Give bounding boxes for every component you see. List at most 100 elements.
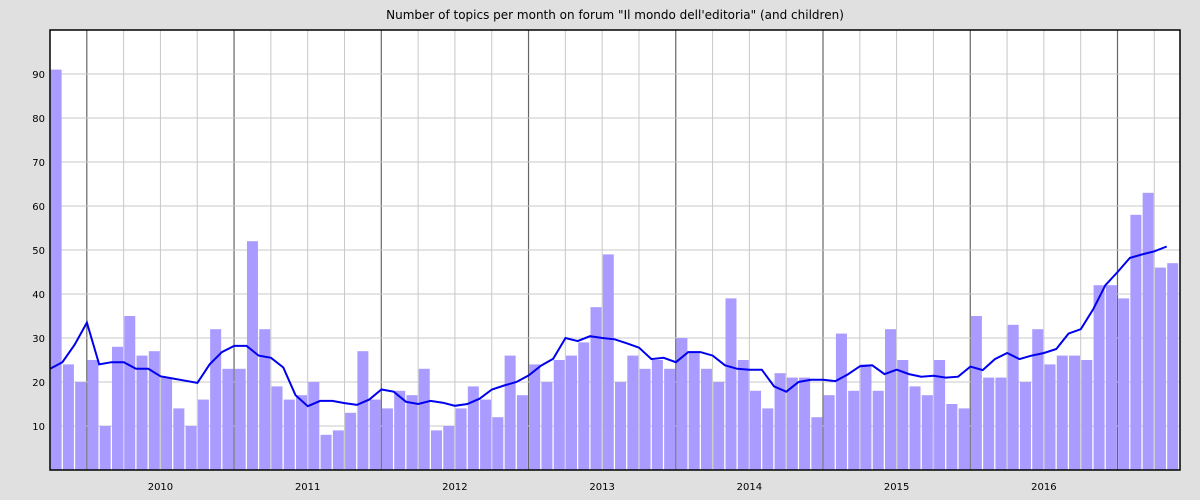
bar (995, 377, 1007, 470)
bar (173, 408, 185, 470)
plot-frame (49, 29, 1181, 471)
bar (602, 254, 614, 470)
bar (921, 395, 933, 470)
bar (455, 408, 467, 470)
bar (823, 395, 835, 470)
bar (161, 377, 173, 470)
bar (296, 395, 308, 470)
bar (737, 360, 749, 470)
bar (897, 360, 909, 470)
x-tick-label: 2010 (148, 482, 173, 493)
bar (222, 368, 234, 470)
bar (185, 426, 197, 470)
bar (234, 368, 246, 470)
y-tick-label: 70 (32, 158, 45, 169)
bar (148, 351, 160, 470)
grid (50, 30, 1180, 470)
bar (786, 377, 798, 470)
bar (467, 386, 479, 470)
bar (259, 329, 271, 470)
bar (590, 307, 602, 470)
y-tick-label: 50 (32, 246, 45, 257)
bar (651, 360, 663, 470)
x-tick-label: 2015 (884, 482, 909, 493)
y-axis: 10 20 30 40 50 60 70 80 90 (32, 70, 45, 433)
bar (1118, 298, 1130, 470)
bar (1154, 267, 1166, 470)
bar (1056, 355, 1068, 470)
bar (418, 368, 430, 470)
bar (713, 382, 725, 470)
y-tick-label: 60 (32, 202, 45, 213)
bar (627, 355, 639, 470)
bar (308, 382, 320, 470)
bar (615, 382, 627, 470)
x-tick-label: 2011 (295, 482, 320, 493)
bar (774, 373, 786, 470)
bar (1130, 214, 1142, 470)
bar (357, 351, 369, 470)
y-tick-label: 40 (32, 290, 45, 301)
bar (553, 360, 565, 470)
bar (504, 355, 516, 470)
bar (934, 360, 946, 470)
bar (369, 399, 381, 470)
x-tick-label: 2014 (737, 482, 762, 493)
bar (700, 368, 712, 470)
bar (99, 426, 111, 470)
bar (578, 342, 590, 470)
chart-title: Number of topics per month on forum "Il … (386, 8, 844, 22)
bar (381, 408, 393, 470)
bar (872, 390, 884, 470)
bar (811, 417, 823, 470)
bar (983, 377, 995, 470)
bar (50, 69, 62, 470)
bar (87, 360, 99, 470)
bar (946, 404, 958, 470)
bar (1019, 382, 1031, 470)
bar (541, 382, 553, 470)
bar (516, 395, 528, 470)
bar (406, 395, 418, 470)
y-tick-label: 90 (32, 70, 45, 81)
bar (394, 390, 406, 470)
y-tick-label: 10 (32, 422, 45, 433)
bar (1069, 355, 1081, 470)
bar (676, 338, 688, 470)
bar (75, 382, 87, 470)
bar (1167, 263, 1179, 470)
bar (1105, 285, 1117, 470)
bar (1044, 364, 1056, 470)
moving-average-line (49, 245, 1168, 408)
bar (443, 426, 455, 470)
bar (725, 298, 737, 470)
bar (197, 399, 209, 470)
bar (529, 364, 541, 470)
bar (639, 368, 651, 470)
bar (1007, 324, 1019, 470)
bar (345, 412, 357, 470)
bar (835, 333, 847, 470)
bar (664, 368, 676, 470)
bar (565, 355, 577, 470)
bar (271, 386, 283, 470)
y-tick-label: 20 (32, 378, 45, 389)
x-tick-label: 2012 (442, 482, 467, 493)
bar (958, 408, 970, 470)
bars (50, 69, 1179, 471)
bar (124, 316, 136, 470)
bar (970, 316, 982, 470)
bar (62, 364, 74, 470)
bar (111, 346, 123, 470)
bar (283, 399, 295, 470)
y-tick-label: 80 (32, 114, 45, 125)
bar (799, 377, 811, 470)
bar (762, 408, 774, 470)
bar (320, 434, 332, 470)
bar (1142, 192, 1154, 471)
bar (332, 430, 344, 470)
bar (860, 364, 872, 470)
bar (848, 390, 860, 470)
bar (210, 329, 222, 470)
